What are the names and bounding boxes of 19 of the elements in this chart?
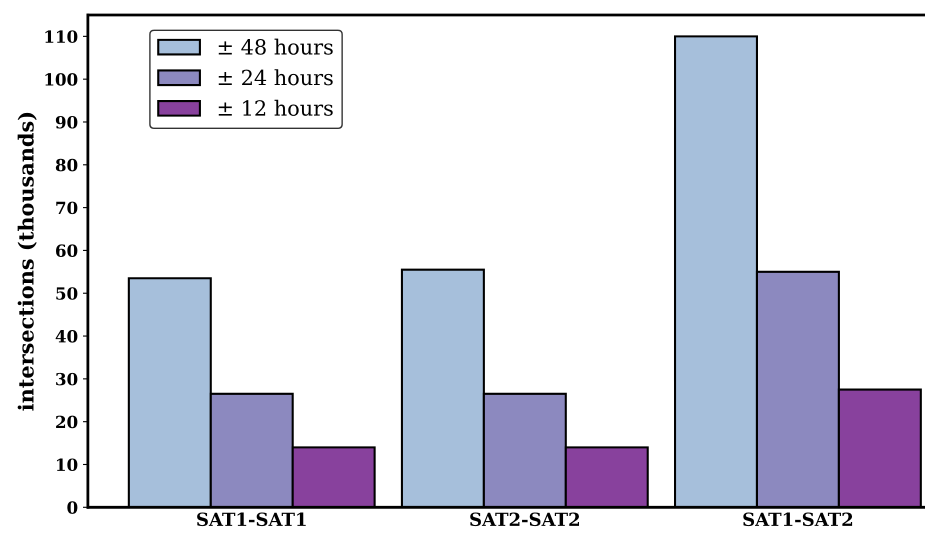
x-tick-label: SAT2-SAT2 [470, 512, 580, 526]
x-tick-label: SAT1-SAT1 [197, 512, 306, 526]
y-tick-label: 20 [56, 416, 78, 428]
y-tick-label: 10 [56, 458, 78, 472]
legend-label: ± 48 hours [218, 38, 333, 55]
y-tick-label: 80 [56, 158, 78, 172]
y-tick-label: 30 [56, 372, 78, 386]
legend-label: ± 12 hours [218, 100, 333, 116]
y-tick-label: 50 [56, 287, 78, 300]
y-axis-title: intersections (thousands) [18, 112, 37, 411]
y-tick-label: 100 [45, 73, 78, 86]
y-tick-label: 90 [56, 116, 78, 129]
y-tick-label: 40 [56, 330, 78, 343]
y-tick-label: 0 [67, 501, 78, 514]
y-tick-label: 110 [45, 30, 78, 43]
x-tick-label: SAT1-SAT2 [743, 512, 852, 526]
y-tick-label: 70 [56, 202, 78, 214]
y-tick-label: 60 [56, 244, 78, 257]
legend-label: ± 24 hours [218, 69, 333, 86]
